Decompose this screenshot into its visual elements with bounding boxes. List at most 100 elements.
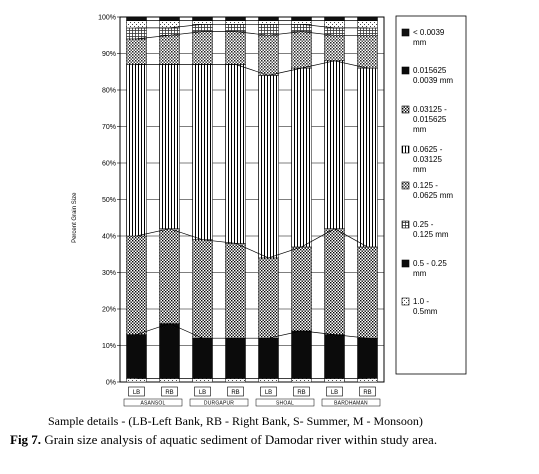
bar-segment: [324, 16, 345, 21]
sample-details: Sample details - (LB-Left Bank, RB - Rig…: [48, 414, 423, 428]
bar-segment: [159, 228, 180, 324]
bar-segment: [192, 239, 213, 339]
x-tick-label: RB: [231, 390, 239, 396]
y-tick-label: 60%: [102, 161, 116, 168]
legend-swatch: [401, 66, 410, 75]
bar-segment: [192, 64, 213, 240]
bar-segment: [159, 27, 180, 36]
x-group-label: SHOAL: [276, 401, 294, 407]
bar-segment: [225, 337, 246, 379]
legend-swatch: [401, 145, 410, 154]
legend-label: 0.5 - 0.25: [413, 259, 447, 268]
bar-segment: [357, 35, 378, 69]
x-group-label: DURGAPUR: [204, 401, 234, 407]
bar-segment: [126, 27, 147, 40]
legend-label: mm: [413, 125, 427, 134]
legend-label: 0.0625 -: [413, 145, 443, 154]
legend-label: 0.125 mm: [413, 230, 449, 239]
figure-caption: Fig 7. Grain size analysis of aquatic se…: [10, 432, 530, 447]
bar-segment: [159, 64, 180, 229]
bar-segment: [126, 378, 147, 383]
bar-segment: [225, 378, 246, 383]
bar-segment: [192, 31, 213, 65]
bar-segment: [225, 31, 246, 65]
plot-area: [119, 16, 385, 383]
bar-segment: [258, 75, 279, 259]
legend-label: mm: [413, 38, 427, 47]
bar-segment: [126, 334, 147, 379]
bar-segment: [291, 67, 312, 248]
bar-segment: [159, 378, 180, 383]
bar-segment: [324, 334, 345, 379]
series-connector: [136, 228, 368, 259]
bar-segment: [225, 16, 246, 21]
bar-segment: [324, 228, 345, 335]
bar-segment: [258, 257, 279, 339]
bar-segment: [225, 24, 246, 32]
x-tick-label: RB: [165, 390, 173, 396]
legend-frame: [395, 15, 467, 375]
x-tick-box: [128, 386, 145, 397]
caption-text: Grain size analysis of aquatic sediment …: [41, 432, 438, 447]
x-tick-box: [260, 386, 277, 397]
bar-segment: [126, 235, 147, 335]
bar-segment: [357, 16, 378, 21]
legend-label: 0.03125: [413, 155, 442, 164]
y-tick-label: 100%: [98, 15, 116, 22]
y-axis-label: Percent Grain Size: [72, 192, 78, 243]
legend-swatch: [401, 28, 410, 37]
bar-segment: [258, 20, 279, 25]
series-connector: [136, 323, 368, 339]
bar-segment: [192, 378, 213, 383]
x-group-label: ASANSOL: [140, 401, 165, 407]
bar-segment: [192, 16, 213, 21]
x-tick-box: [326, 386, 343, 397]
bar-segment: [324, 60, 345, 229]
y-tick-label: 0%: [106, 380, 116, 387]
bar-segment: [324, 378, 345, 383]
legend-label: mm: [413, 269, 427, 278]
bar-segment: [357, 20, 378, 29]
legend-swatch: [401, 105, 410, 114]
bar-segment: [324, 35, 345, 62]
grain-size-chart: 0% 10% 20% 30% 40% 50% 60% 70% 80% 90% 100% Percent…: [72, 15, 467, 407]
legend-label: 1.0 -: [413, 297, 429, 306]
legend-swatch: [401, 181, 410, 190]
x-group-box: [255, 398, 315, 407]
y-tick-label: 20%: [102, 307, 116, 314]
x-tick-label: RB: [363, 390, 371, 396]
bar-segment: [258, 24, 279, 36]
bar-segment: [192, 337, 213, 379]
bar-segment: [225, 243, 246, 339]
x-tick-label: RB: [297, 390, 305, 396]
bar-segment: [357, 246, 378, 339]
series-connector: [136, 31, 368, 40]
bar-segment: [159, 35, 180, 65]
x-group-box: [321, 398, 381, 407]
x-tick-label: LB: [199, 390, 206, 396]
series-connector: [136, 23, 368, 29]
legend-label: 0.125 -: [413, 181, 438, 190]
bar-segment: [225, 20, 246, 25]
bar-segment: [357, 337, 378, 379]
x-tick-box: [194, 386, 211, 397]
x-group-box: [123, 398, 183, 407]
bar-segment: [357, 67, 378, 248]
legend-label: 0.015625: [413, 115, 447, 124]
x-tick-box: [161, 386, 178, 397]
legend-label: mm: [413, 165, 427, 174]
bar-segment: [291, 20, 312, 25]
x-group-box: [189, 398, 249, 407]
y-tick-label: 70%: [102, 124, 116, 131]
y-axis: 0% 10% 20% 30% 40% 50% 60% 70% 80% 90% 100% Percent…: [72, 15, 120, 387]
bar-segment: [159, 323, 180, 379]
x-tick-box: [227, 386, 244, 397]
x-tick-label: LB: [265, 390, 272, 396]
legend-label: 0.0625 mm: [413, 191, 453, 200]
bar-segment: [357, 27, 378, 36]
x-tick-label: LB: [133, 390, 140, 396]
bar-segment: [291, 246, 312, 332]
bar-segment: [324, 27, 345, 36]
